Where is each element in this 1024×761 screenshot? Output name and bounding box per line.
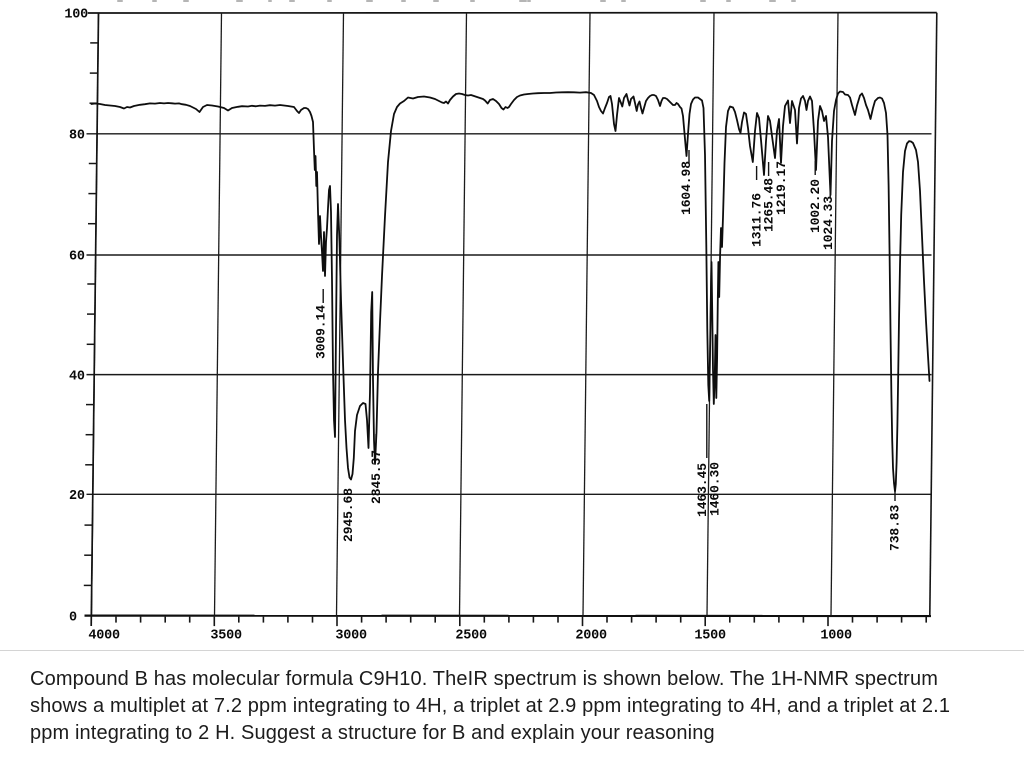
svg-text:1265.48: 1265.48 bbox=[762, 178, 777, 232]
svg-text:1219.17: 1219.17 bbox=[774, 161, 789, 215]
svg-text:1024.33: 1024.33 bbox=[821, 196, 836, 250]
svg-text:2845.37: 2845.37 bbox=[369, 450, 384, 504]
svg-text:1463.45: 1463.45 bbox=[695, 463, 710, 517]
svg-text:1002.20: 1002.20 bbox=[808, 179, 823, 233]
svg-text:20: 20 bbox=[69, 489, 85, 504]
svg-text:80: 80 bbox=[69, 129, 85, 144]
svg-text:3009.14: 3009.14 bbox=[313, 305, 328, 359]
svg-text:1500: 1500 bbox=[694, 629, 726, 644]
svg-text:1460.30: 1460.30 bbox=[707, 462, 722, 516]
svg-text:3000: 3000 bbox=[335, 629, 367, 644]
svg-text:2500: 2500 bbox=[455, 629, 487, 644]
svg-text:0: 0 bbox=[69, 611, 77, 626]
svg-text:738.83: 738.83 bbox=[888, 504, 903, 551]
svg-text:2000: 2000 bbox=[575, 629, 607, 644]
svg-text:40: 40 bbox=[69, 369, 85, 384]
svg-text:100: 100 bbox=[64, 7, 88, 22]
svg-text:60: 60 bbox=[69, 250, 85, 265]
svg-text:4000: 4000 bbox=[88, 629, 120, 644]
svg-text:1604.98: 1604.98 bbox=[679, 161, 694, 215]
svg-text:1000: 1000 bbox=[820, 629, 852, 644]
svg-text:1311.76: 1311.76 bbox=[750, 193, 765, 247]
svg-text:2945.68: 2945.68 bbox=[341, 488, 356, 542]
svg-text:3500: 3500 bbox=[210, 629, 242, 644]
